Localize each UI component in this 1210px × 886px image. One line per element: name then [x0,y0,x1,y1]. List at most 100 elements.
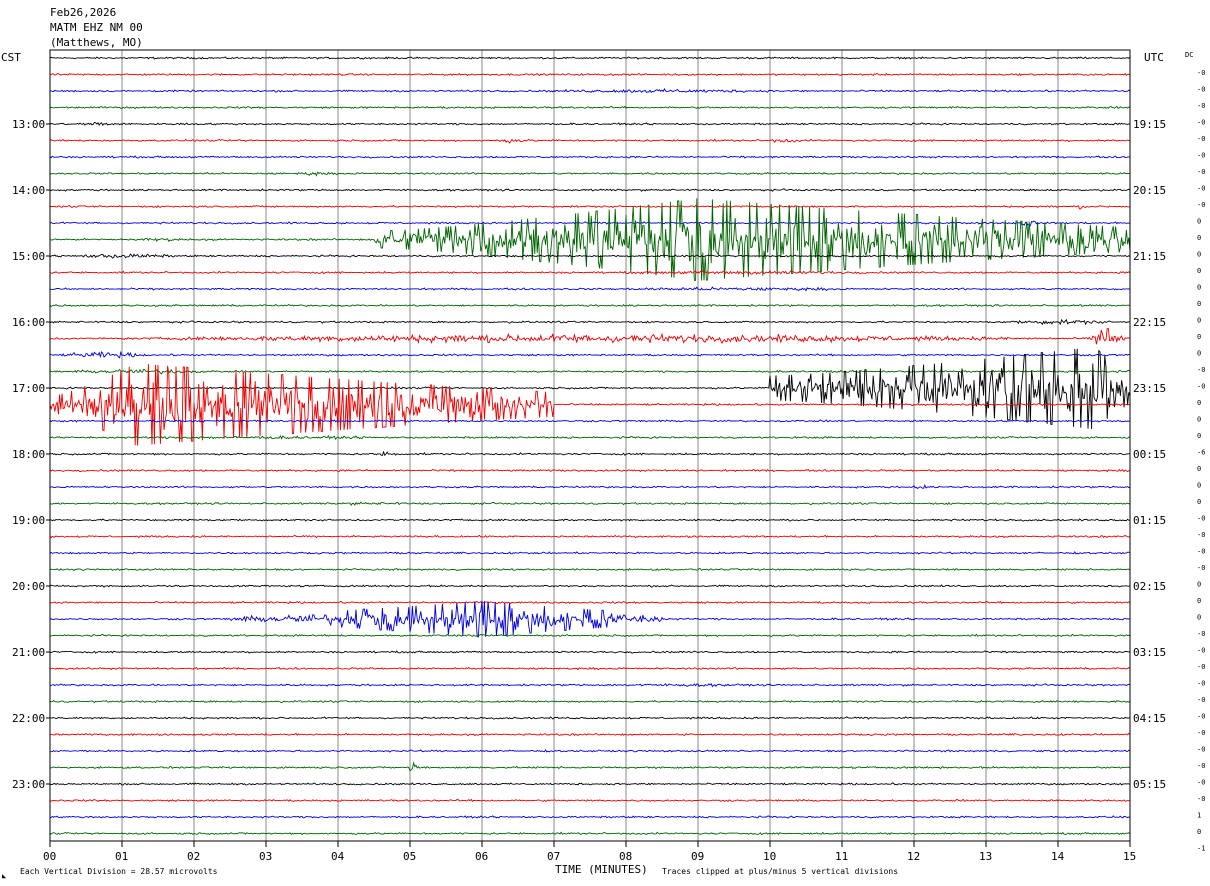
left-hour-label: 20:00 [12,580,45,593]
left-hour-label: 13:00 [12,118,45,131]
dc-header-label: DC [1185,51,1193,59]
dc-offset-label: 0 [1197,498,1201,506]
trace-line [49,633,1131,638]
trace-line [49,484,1131,489]
trace-line [49,815,1131,819]
right-hour-label: 23:15 [1133,382,1166,395]
dc-offset-label: -0 [1197,168,1205,176]
trace-line [49,468,1131,473]
dc-offset-label: 0 [1197,614,1201,622]
x-tick-label: 12 [907,850,920,863]
trace-line [50,749,1131,753]
dc-offset-label: -0 [1197,630,1205,638]
left-timezone-label: CST [1,51,21,64]
dc-offset-label: -0 [1197,515,1205,523]
x-tick-label: 15 [1123,850,1136,863]
trace-line [49,72,1131,77]
clip-note: Traces clipped at plus/minus 5 vertical … [662,867,898,876]
left-hour-label: 14:00 [12,184,45,197]
trace-line [49,328,1131,345]
dc-offset-label: 0 [1197,416,1201,424]
dc-offset-label: -0 [1197,119,1205,127]
right-timezone-label: UTC [1144,51,1164,64]
dc-offset-label: 1 [1197,812,1201,820]
plot-frame [49,49,1131,842]
header-station: MATM EHZ NM 00 [50,21,143,34]
trace-line [49,761,1131,772]
right-hour-label: 19:15 [1133,118,1166,131]
trace-line [49,567,1131,572]
dc-offset-label: 0 [1197,300,1201,308]
left-hour-label: 16:00 [12,316,45,329]
dc-offset-label: 0 [1197,267,1201,275]
right-hour-label: 00:15 [1133,448,1166,461]
trace-line [49,782,1131,786]
left-hour-label: 18:00 [12,448,45,461]
trace-line [49,121,1131,127]
trace-line [49,348,1131,430]
dc-offset-label: -0 [1197,729,1205,737]
x-tick-label: 08 [619,850,632,863]
trace-line [49,682,1131,688]
trace-line [49,364,1131,446]
trace-line [49,87,1131,94]
dc-offset-label: 0 [1197,333,1201,341]
left-hour-label: 21:00 [12,646,45,659]
dc-offset-label: -0 [1197,135,1205,143]
dc-offset-label: -0 [1197,383,1205,391]
x-tick-label: 11 [835,850,848,863]
dc-offset-label: -0 [1197,746,1205,754]
dc-offset-label: -0 [1197,564,1205,572]
x-tick-label: 13 [979,850,992,863]
right-hour-label: 04:15 [1133,712,1166,725]
dc-offset-label: -0 [1197,779,1205,787]
trace-line [49,350,1131,359]
dc-offset-label: -0 [1197,647,1205,655]
x-tick-label: 05 [403,850,416,863]
x-tick-label: 01 [115,850,128,863]
header-date: Feb26,2026 [50,6,116,19]
dc-offset-label: 0 [1197,597,1201,605]
trace-line [49,171,1131,177]
right-time-labels: 19:15 20:15 21:15 22:15 23:15 00:15 01:15 02:15… [1133,118,1166,791]
trace-line [49,253,1131,259]
x-tick-label: 02 [187,850,200,863]
dc-offset-label: 0 [1197,317,1201,325]
dc-offset-label: -0 [1197,795,1205,803]
x-tick-label: 14 [1051,850,1065,863]
left-hour-label: 22:00 [12,712,45,725]
trace-line [49,501,1131,507]
dc-offset-label: -6 [1197,449,1205,457]
dc-offset-label: -0 [1197,680,1205,688]
dc-offset-label: 0 [1197,234,1201,242]
trace-line [50,188,1131,192]
right-hour-label: 22:15 [1133,316,1166,329]
trace-line [49,56,1131,60]
dc-offset-label: -0 [1197,663,1205,671]
right-hour-label: 01:15 [1133,514,1166,527]
trace-line [49,666,1131,671]
dc-offset-label: -0 [1197,531,1205,539]
scale-note: Each Vertical Division = 28.57 microvolt… [20,867,218,876]
trace-line [49,303,1131,308]
right-hour-label: 21:15 [1133,250,1166,263]
left-hour-label: 23:00 [12,778,45,791]
trace-line [49,204,1131,210]
left-hour-label: 17:00 [12,382,45,395]
trace-line [49,138,1131,144]
trace-line [49,534,1131,539]
x-tick-label: 00 [43,850,56,863]
x-tick-label: 10 [763,850,776,863]
right-hour-label: 03:15 [1133,646,1166,659]
trace-line [49,450,1131,457]
dc-offset-label: -0 [1197,696,1205,704]
trace-line [49,650,1131,654]
trace-line [49,198,1131,281]
dc-offset-label: 0 [1197,218,1201,226]
trace-line [49,155,1131,159]
dc-offset-label: 0 [1197,251,1201,259]
trace-line [50,434,1131,440]
corner-mark: ◣ [2,872,7,880]
x-tick-label: 03 [259,850,272,863]
